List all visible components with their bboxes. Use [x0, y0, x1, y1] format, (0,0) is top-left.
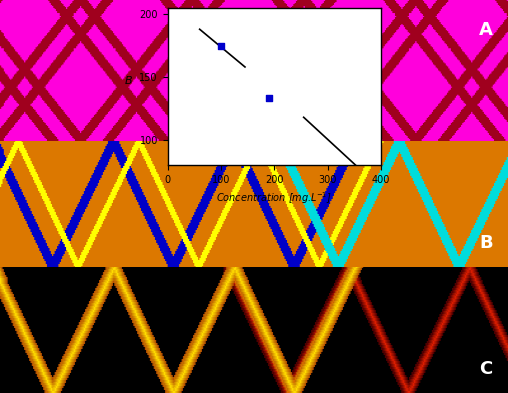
X-axis label: Concentration [mg.L$^{-1}$]: Concentration [mg.L$^{-1}$] — [216, 190, 332, 206]
Point — [217, 42, 225, 49]
Y-axis label: B: B — [124, 77, 132, 86]
Point — [265, 95, 273, 101]
Text: C: C — [480, 360, 493, 378]
Text: B: B — [479, 234, 493, 252]
Point — [345, 172, 353, 178]
Text: A: A — [479, 21, 493, 39]
